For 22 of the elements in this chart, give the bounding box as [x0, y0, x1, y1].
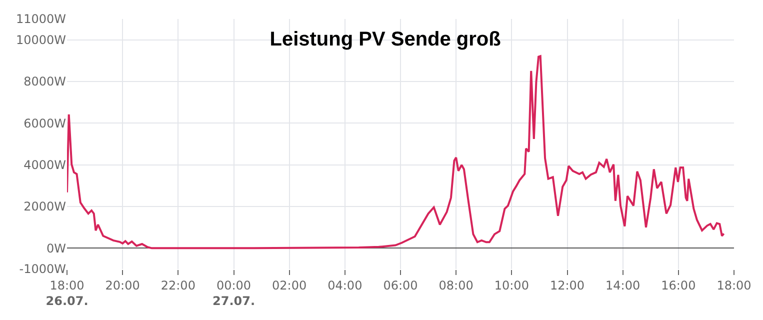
y-tick-label: 8000W	[24, 74, 66, 89]
y-tick-label: 4000W	[24, 158, 66, 172]
y-tick-label: 2000W	[24, 200, 66, 214]
y-tick-label: 11000W	[16, 12, 66, 26]
x-tick-label: 22:00	[160, 278, 196, 292]
x-tick-label: 00:00 27.07.	[212, 278, 256, 308]
y-tick-label: 0W	[46, 241, 66, 256]
x-tick-label: 10:00	[494, 278, 529, 292]
y-tick-label: -1000W	[19, 262, 66, 276]
x-tick-label: 16:00	[661, 278, 696, 292]
x-tick-label: 02:00	[272, 278, 307, 292]
x-tick-label: 12:00	[550, 278, 585, 292]
x-tick-label: 06:00	[383, 278, 418, 292]
x-tick-label: 04:00	[328, 278, 362, 292]
y-tick-label: 6000W	[24, 116, 66, 130]
y-tick-label: 10000W	[16, 33, 66, 48]
text: Leistung PV Sende groß	[270, 28, 501, 50]
x-tick-label: 08:00	[438, 278, 474, 292]
x-tick-label: 18:00	[716, 278, 752, 292]
x-tick-label: 18:00 26.07.	[46, 278, 88, 308]
x-tick-label: 20:00	[105, 278, 140, 292]
x-tick-label: 14:00	[606, 278, 640, 292]
